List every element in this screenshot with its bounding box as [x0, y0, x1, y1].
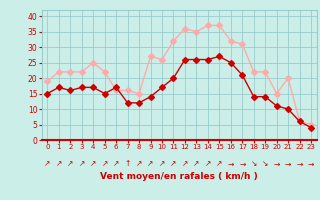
Text: →: →: [296, 159, 303, 168]
Text: ↗: ↗: [147, 159, 154, 168]
Text: ↘: ↘: [262, 159, 268, 168]
Text: ↗: ↗: [205, 159, 211, 168]
Text: ↗: ↗: [193, 159, 200, 168]
Text: ↗: ↗: [113, 159, 119, 168]
Text: ↑: ↑: [124, 159, 131, 168]
Text: ↗: ↗: [44, 159, 51, 168]
Text: ↘: ↘: [251, 159, 257, 168]
Text: →: →: [274, 159, 280, 168]
Text: ↗: ↗: [101, 159, 108, 168]
Text: ↗: ↗: [182, 159, 188, 168]
Text: ↗: ↗: [170, 159, 177, 168]
Text: ↗: ↗: [67, 159, 74, 168]
Text: ↗: ↗: [78, 159, 85, 168]
Text: →: →: [308, 159, 314, 168]
Text: ↗: ↗: [136, 159, 142, 168]
Text: ↗: ↗: [159, 159, 165, 168]
Text: →: →: [285, 159, 291, 168]
Text: ↗: ↗: [90, 159, 96, 168]
Text: →: →: [228, 159, 234, 168]
Text: ↗: ↗: [56, 159, 62, 168]
Text: ↗: ↗: [216, 159, 222, 168]
X-axis label: Vent moyen/en rafales ( km/h ): Vent moyen/en rafales ( km/h ): [100, 172, 258, 181]
Text: →: →: [239, 159, 245, 168]
